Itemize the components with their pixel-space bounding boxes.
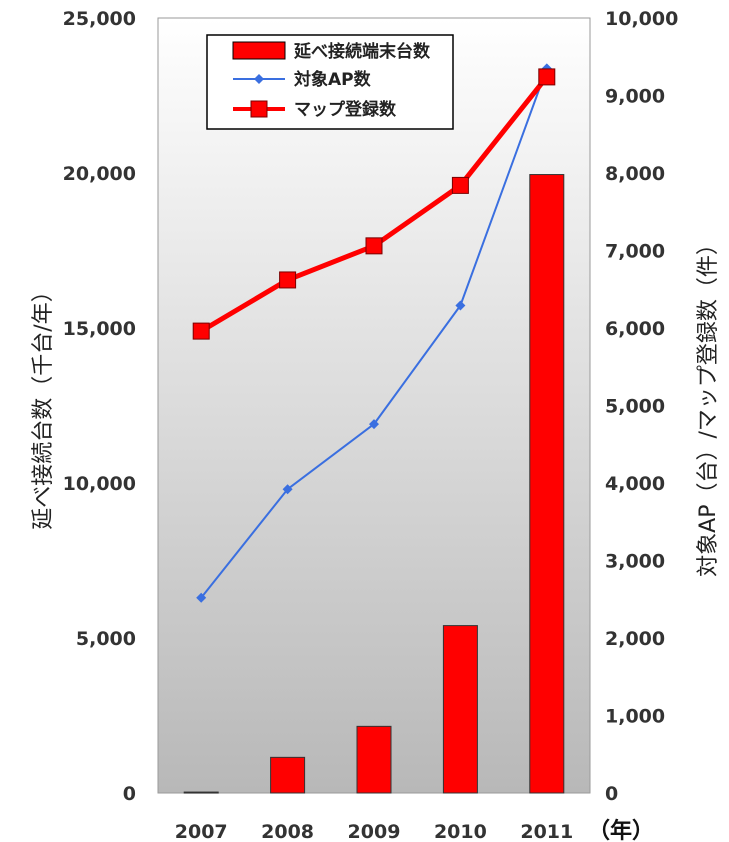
right-tick-label: 0 — [605, 783, 618, 805]
bar-series — [183, 174, 565, 794]
map-point-marker — [279, 271, 297, 289]
right-axis-title: 対象AP（台）/マップ登録数（件） — [696, 233, 721, 577]
right-tick-label: 5,000 — [605, 396, 665, 418]
right-axis-ticks: 0 1,000 2,000 3,000 4,000 5,000 6,000 7,000 8,00… — [605, 8, 678, 805]
right-tick-label: 10,000 — [605, 8, 678, 30]
bar — [183, 791, 219, 794]
map-point-marker — [538, 68, 556, 86]
legend-label-bar: 延べ接続端末台数 — [293, 41, 431, 62]
ap-point-marker — [196, 592, 207, 603]
bar — [442, 625, 478, 794]
line-series — [192, 63, 556, 603]
left-axis-ticks: 0 5,000 10,000 15,000 20,000 25,000 — [63, 8, 136, 805]
right-tick-label: 2,000 — [605, 628, 665, 650]
right-tick-label: 8,000 — [605, 163, 665, 185]
x-tick-label: 2009 — [348, 821, 401, 842]
legend-label-map: マップ登録数 — [294, 99, 397, 120]
right-tick-label: 4,000 — [605, 473, 665, 495]
ap-point-marker — [369, 419, 379, 430]
left-tick-label: 20,000 — [63, 163, 136, 185]
left-tick-label: 5,000 — [76, 628, 136, 650]
bar — [270, 756, 306, 794]
ap-point-marker — [455, 300, 466, 311]
legend-label-ap: 対象AP数 — [293, 69, 372, 90]
x-axis-ticks: 2007 2008 2009 2010 2011 — [175, 821, 573, 842]
legend: 延べ接続端末台数 対象AP数 マップ登録数 — [206, 34, 454, 130]
bar — [356, 725, 392, 794]
x-tick-label: 2008 — [261, 821, 314, 842]
x-tick-label: 2010 — [434, 821, 487, 842]
map-point-marker — [451, 176, 469, 194]
left-tick-label: 10,000 — [63, 473, 136, 495]
bar — [529, 174, 565, 794]
left-tick-label: 15,000 — [63, 318, 136, 340]
x-tick-label: 2007 — [175, 821, 228, 842]
legend-swatch-map-marker — [250, 100, 268, 118]
legend-swatch-ap-marker — [254, 74, 264, 84]
legend-swatch-bar — [232, 41, 286, 60]
right-tick-label: 6,000 — [605, 318, 665, 340]
x-unit-label: （年） — [588, 818, 654, 842]
ap-point-marker — [282, 484, 293, 495]
right-tick-label: 9,000 — [605, 86, 665, 108]
map-point-marker — [365, 237, 383, 255]
plot-area — [157, 17, 591, 794]
map-point-marker — [192, 322, 210, 340]
right-tick-label: 7,000 — [605, 241, 665, 263]
right-tick-label: 3,000 — [605, 551, 665, 573]
left-axis-title: 延べ接続台数（千台/年） — [31, 280, 56, 529]
x-tick-label: 2011 — [520, 821, 573, 842]
left-tick-label: 0 — [123, 783, 136, 805]
left-tick-label: 25,000 — [63, 8, 136, 30]
right-tick-label: 1,000 — [605, 706, 665, 728]
